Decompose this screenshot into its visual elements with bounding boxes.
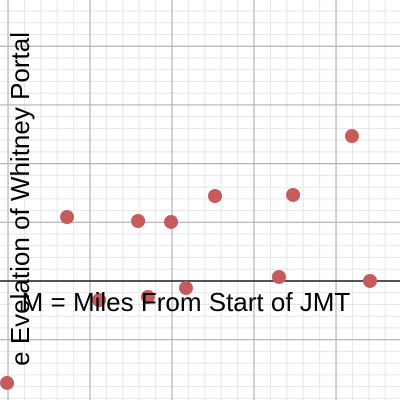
marks: [0, 129, 377, 390]
x-axis-label: M = Miles From Start of JMT: [22, 287, 351, 317]
point: [0, 375, 15, 390]
point: [271, 269, 286, 284]
point: [60, 210, 75, 225]
point: [92, 293, 107, 307]
point: [164, 214, 179, 229]
point: [344, 129, 359, 144]
point: [286, 187, 301, 202]
point: [131, 214, 146, 229]
point: [362, 273, 377, 288]
y-axis-label: e Evelation of Whitney Portal: [5, 32, 35, 366]
point: [178, 281, 193, 296]
point: [208, 189, 223, 204]
point: [140, 289, 155, 304]
